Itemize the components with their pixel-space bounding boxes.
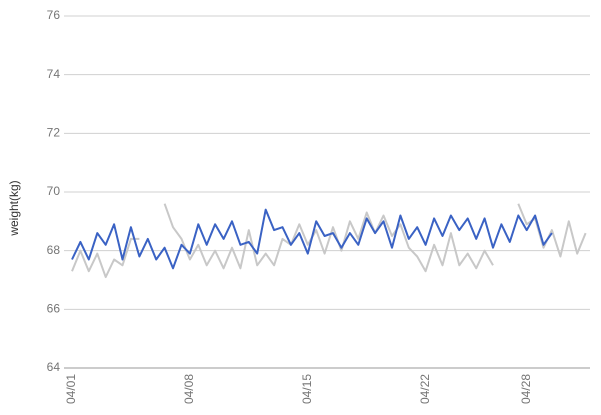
y-axis-title: weight(kg) <box>7 180 21 236</box>
y-tick-label: 66 <box>47 302 61 316</box>
line-series <box>71 203 587 279</box>
x-tick-label: 04/15 <box>300 374 314 404</box>
y-tick-label: 76 <box>47 8 61 22</box>
y-tick-label: 70 <box>47 184 61 198</box>
y-tick-label: 74 <box>47 67 61 81</box>
x-tick-label: 04/28 <box>519 374 533 404</box>
x-tick-label: 04/22 <box>418 374 432 404</box>
x-tick-label: 04/01 <box>64 374 78 404</box>
x-tick-label: 04/08 <box>182 374 196 404</box>
y-tick-label: 72 <box>47 126 61 140</box>
y-tick-label: 64 <box>47 360 61 374</box>
line-series <box>71 208 553 270</box>
y-tick-label: 68 <box>47 243 61 257</box>
